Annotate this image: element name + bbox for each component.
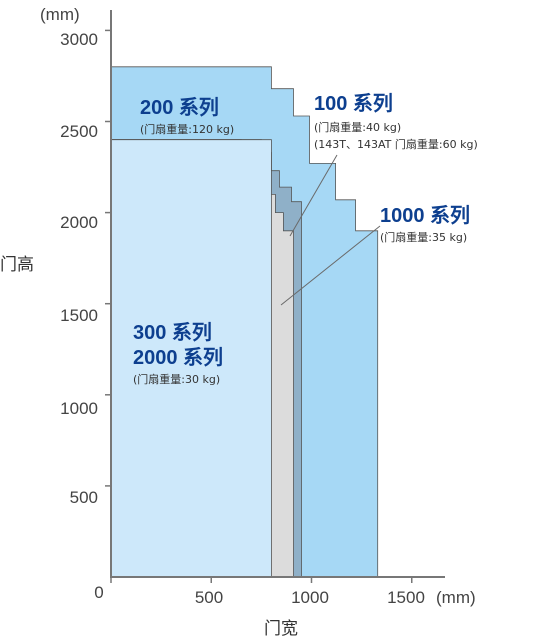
series-title-100: 100 系列: [314, 92, 393, 115]
series-title-2000: 2000 系列: [133, 346, 223, 369]
x-tick-label: 500: [195, 588, 223, 607]
y-axis-label: 门高: [0, 255, 34, 275]
leader-lines: [280, 154, 381, 306]
y-tick-labels: 500 1000 1500 2000 2500 3000: [60, 30, 98, 507]
leader-line-1000: [280, 225, 381, 306]
x-unit-label: (mm): [436, 588, 476, 607]
series-title-300: 300 系列: [133, 321, 212, 344]
series-note-100: (门扇重量:40 kg): [314, 120, 401, 134]
y-tick-label: 500: [70, 488, 98, 507]
series-note-1000: (门扇重量:35 kg): [380, 230, 467, 244]
series-title-1000: 1000 系列: [380, 204, 470, 227]
x-tick-labels: 0 500 1000 1500: [94, 583, 425, 607]
y-tick-label: 1000: [60, 399, 98, 418]
y-tick-label: 2500: [60, 122, 98, 141]
x-tick-label: 1000: [291, 588, 329, 607]
y-unit-label: (mm): [40, 5, 80, 24]
y-tick-label: 2000: [60, 213, 98, 232]
y-tick-label: 1500: [60, 306, 98, 325]
leader-line-100: [289, 154, 338, 237]
y-tick-label: 3000: [60, 30, 98, 49]
x-tick-label: 1500: [387, 588, 425, 607]
series-areas: [110, 66, 379, 578]
tick-marks: [105, 29, 413, 583]
series-note-200: (门扇重量:120 kg): [140, 122, 234, 136]
x-tick-label: 0: [94, 583, 103, 602]
series-note-300: (门扇重量:30 kg): [133, 372, 220, 386]
axes: [110, 10, 445, 578]
series-labels: 200 系列 (门扇重量:120 kg) 100 系列 (门扇重量:40 kg)…: [133, 92, 478, 386]
series-title-200: 200 系列: [140, 96, 219, 119]
series-note2-100: (143T、143AT 门扇重量:60 kg): [314, 137, 478, 151]
x-axis-label: 门宽: [264, 619, 298, 638]
